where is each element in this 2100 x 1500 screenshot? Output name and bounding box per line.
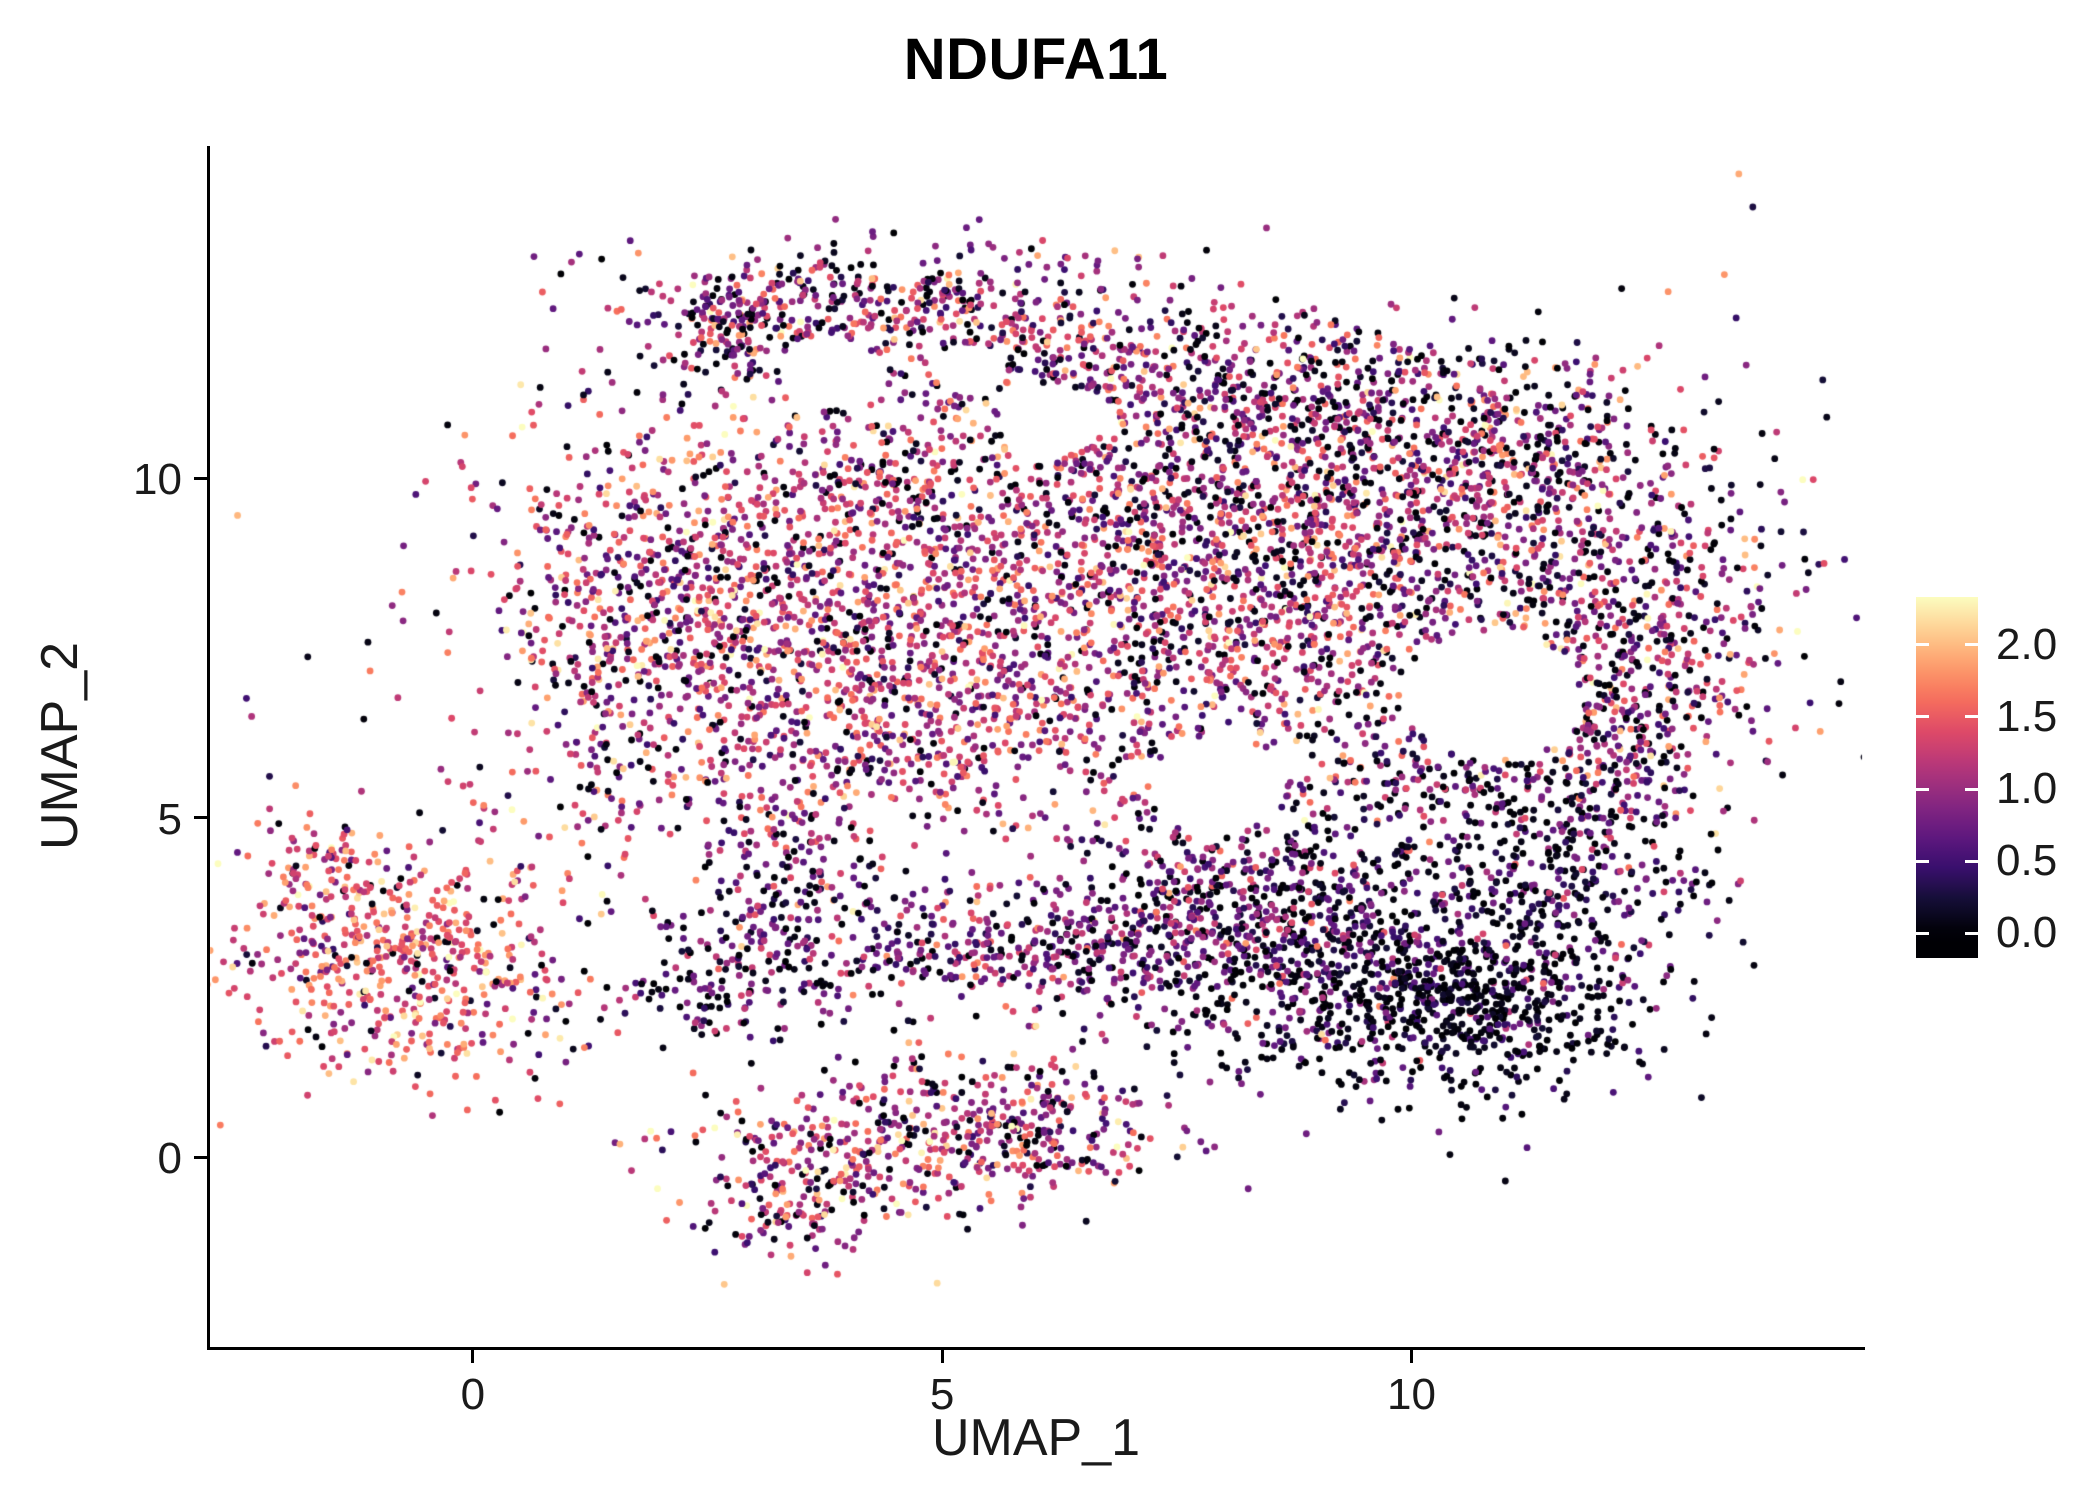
x-tick-mark xyxy=(940,1350,944,1363)
colorbar-legend: 2.0 1.5 1.0 0.5 0.0 xyxy=(1916,597,2100,958)
y-tick-mark xyxy=(194,1155,207,1159)
plot-title: NDUFA11 xyxy=(903,27,1169,92)
x-tick-label: 10 xyxy=(1386,1370,1436,1419)
y-tick-mark xyxy=(194,816,207,820)
y-axis-label: UMAP_2 xyxy=(31,641,89,851)
x-axis-line xyxy=(207,1347,1865,1350)
colorbar-tick-mark xyxy=(1965,643,1978,647)
colorbar-gradient xyxy=(1916,597,1978,958)
y-tick-label: 10 xyxy=(133,455,182,505)
y-tick-mark xyxy=(194,476,207,480)
colorbar-tick-mark xyxy=(1965,859,1978,863)
colorbar-tick-mark xyxy=(1916,715,1929,719)
colorbar-tick-mark xyxy=(1965,715,1978,719)
x-tick-mark xyxy=(471,1350,475,1363)
colorbar-tick-label: 1.0 xyxy=(1996,764,2058,814)
colorbar-tick-mark xyxy=(1916,859,1929,863)
colorbar-tick-label: 2.0 xyxy=(1996,619,2058,669)
colorbar-tick-label: 0.5 xyxy=(1996,836,2058,886)
y-axis-line xyxy=(207,146,210,1350)
colorbar-tick-mark xyxy=(1965,787,1978,791)
colorbar-tick-label: 0.0 xyxy=(1996,908,2058,958)
y-tick-label: 0 xyxy=(157,1134,182,1183)
y-tick-label: 5 xyxy=(157,794,182,844)
colorbar-tick-label: 1.5 xyxy=(1996,691,2058,741)
x-tick-mark xyxy=(1409,1350,1413,1363)
x-tick-label: 0 xyxy=(460,1370,486,1419)
colorbar-tick-mark xyxy=(1916,931,1929,935)
colorbar-tick-mark xyxy=(1965,931,1978,935)
x-axis-label: UMAP_1 xyxy=(931,1409,1141,1467)
colorbar-tick-mark xyxy=(1916,787,1929,791)
colorbar-tick-mark xyxy=(1916,643,1929,647)
x-tick-label: 5 xyxy=(929,1370,955,1419)
